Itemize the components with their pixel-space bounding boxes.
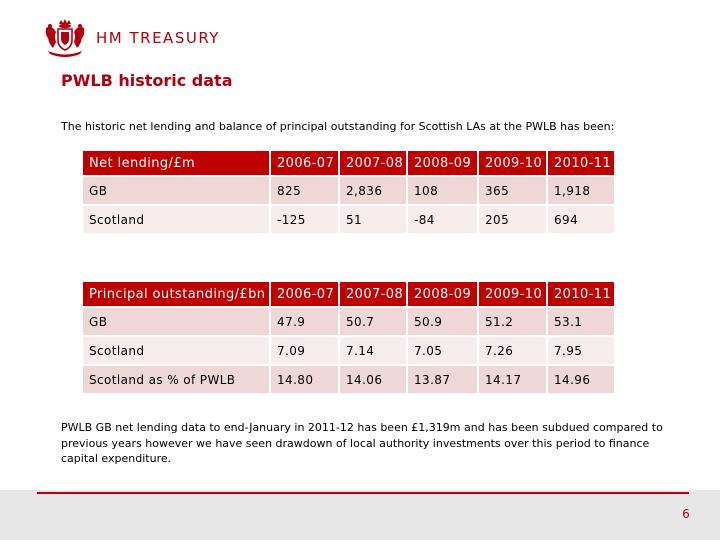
table-header-cell: 2009-10 [479, 282, 546, 306]
table-header-cell: 2007-08 [340, 151, 406, 175]
table-header-cell: 2008-09 [408, 282, 477, 306]
table-cell: 694 [548, 206, 614, 233]
table-cell: 7.09 [271, 337, 338, 364]
royal-crest-icon [45, 19, 85, 57]
intro-text: The historic net lending and balance of … [61, 120, 615, 133]
table-header-row: Principal outstanding/£bn 2006-07 2007-0… [83, 282, 614, 306]
principal-outstanding-table: Principal outstanding/£bn 2006-07 2007-0… [81, 280, 616, 395]
table-header-cell: 2010-11 [548, 282, 614, 306]
table-header-cell: 2008-09 [408, 151, 477, 175]
table-header-cell: Net lending/£m [83, 151, 269, 175]
table-cell: 825 [271, 177, 338, 204]
table-cell: 47.9 [271, 308, 338, 335]
table-cell: 7.05 [408, 337, 477, 364]
net-lending-table: Net lending/£m 2006-07 2007-08 2008-09 2… [81, 149, 616, 235]
table-cell: Scotland [83, 206, 269, 233]
page-number: 6 [682, 507, 690, 521]
table-cell: 1,918 [548, 177, 614, 204]
table-header-cell: 2006-07 [271, 151, 338, 175]
page-title: PWLB historic data [61, 71, 233, 90]
table-cell: 53.1 [548, 308, 614, 335]
table-cell: -84 [408, 206, 477, 233]
table-cell: 365 [479, 177, 546, 204]
table-cell: 205 [479, 206, 546, 233]
table-header-cell: 2010-11 [548, 151, 614, 175]
table-cell: 50.9 [408, 308, 477, 335]
table-cell: 7.26 [479, 337, 546, 364]
table-cell: 50.7 [340, 308, 406, 335]
table-cell: GB [83, 308, 269, 335]
table-header-cell: Principal outstanding/£bn [83, 282, 269, 306]
table-row: GB 47.9 50.7 50.9 51.2 53.1 [83, 308, 614, 335]
footnote-text: PWLB GB net lending data to end-January … [61, 421, 663, 465]
table-cell: -125 [271, 206, 338, 233]
footer-bar [0, 490, 720, 540]
table-cell: 13.87 [408, 366, 477, 393]
table-header-cell: 2006-07 [271, 282, 338, 306]
table-cell: 2,836 [340, 177, 406, 204]
table-cell: GB [83, 177, 269, 204]
table-row: Scotland 7.09 7.14 7.05 7.26 7.95 [83, 337, 614, 364]
table-row: GB 825 2,836 108 365 1,918 [83, 177, 614, 204]
table-cell: 14.17 [479, 366, 546, 393]
table-header-cell: 2009-10 [479, 151, 546, 175]
table-cell: 14.80 [271, 366, 338, 393]
table-row: Scotland -125 51 -84 205 694 [83, 206, 614, 233]
table-row: Scotland as % of PWLB 14.80 14.06 13.87 … [83, 366, 614, 393]
table-header-cell: 2007-08 [340, 282, 406, 306]
table-cell: 7.95 [548, 337, 614, 364]
brand-name: HM TREASURY [96, 29, 220, 47]
table-cell: 7.14 [340, 337, 406, 364]
table-cell: 51 [340, 206, 406, 233]
table-cell: 14.06 [340, 366, 406, 393]
table-cell: 51.2 [479, 308, 546, 335]
table-header-row: Net lending/£m 2006-07 2007-08 2008-09 2… [83, 151, 614, 175]
table-cell: Scotland [83, 337, 269, 364]
table-cell: 14.96 [548, 366, 614, 393]
table-cell: 108 [408, 177, 477, 204]
footer-divider [37, 492, 689, 494]
table-cell: Scotland as % of PWLB [83, 366, 269, 393]
